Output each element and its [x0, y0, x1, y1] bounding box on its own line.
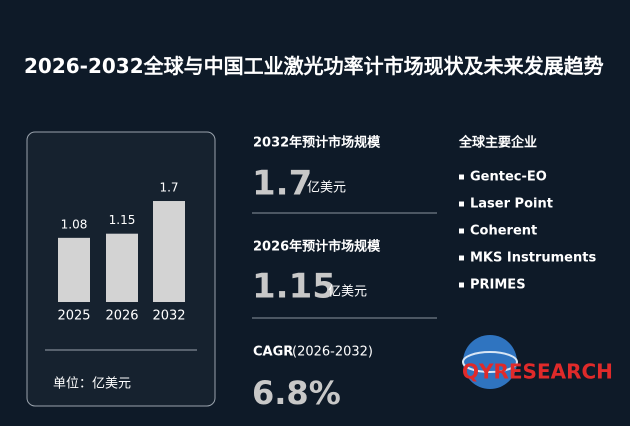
x-tick-label: 2025 [57, 309, 90, 324]
data-label: 1.08 [61, 217, 88, 231]
stat-value: 1.7 [252, 164, 312, 204]
company-list: Gentec-EO Laser Point Coherent MKS Instrume… [459, 170, 596, 293]
x-tick-label: 2032 [152, 309, 185, 324]
stat-unit: 亿美元 [328, 285, 367, 300]
company-name: Laser Point [470, 197, 553, 212]
stat-label: 2026年预计市场规模 [253, 239, 381, 255]
bullet [459, 282, 464, 288]
bar [153, 201, 185, 302]
bullet [459, 255, 464, 261]
cagr-value: 6.8% [252, 374, 341, 412]
cagr-period: (2026-2032) [292, 345, 373, 360]
company-name: Coherent [470, 224, 537, 239]
x-tick-label: 2026 [105, 309, 138, 324]
bullet [459, 201, 464, 207]
stat-label: 2032年预计市场规模 [253, 135, 381, 151]
chart-title: 2026-2032全球与中国工业激光功率计市场现状及未来发展趋势 [24, 54, 604, 78]
logo-text: QYRESEARCH [462, 360, 613, 384]
bar [106, 233, 138, 302]
logo: QYRESEARCH [462, 335, 613, 389]
cagr-label: CAGR [253, 345, 293, 360]
bar [58, 237, 90, 302]
data-label: 1.7 [159, 181, 178, 195]
data-label: 1.15 [109, 213, 136, 227]
company-name: PRIMES [470, 278, 526, 293]
unit-note: 单位：亿美元 [53, 377, 131, 392]
logo-orbit [462, 351, 518, 373]
stat-unit: 亿美元 [307, 181, 346, 196]
title-box: 2026-2032全球与中国工业激光功率计市场现状及未来发展趋势 [24, 54, 604, 78]
stat-value: 1.15 [252, 267, 336, 307]
bullet [459, 228, 464, 234]
companies-title: 全球主要企业 [458, 135, 537, 151]
company-name: MKS Instruments [470, 251, 596, 266]
bullet [459, 174, 464, 180]
company-name: Gentec-EO [470, 170, 547, 185]
logo-globe [463, 335, 517, 389]
